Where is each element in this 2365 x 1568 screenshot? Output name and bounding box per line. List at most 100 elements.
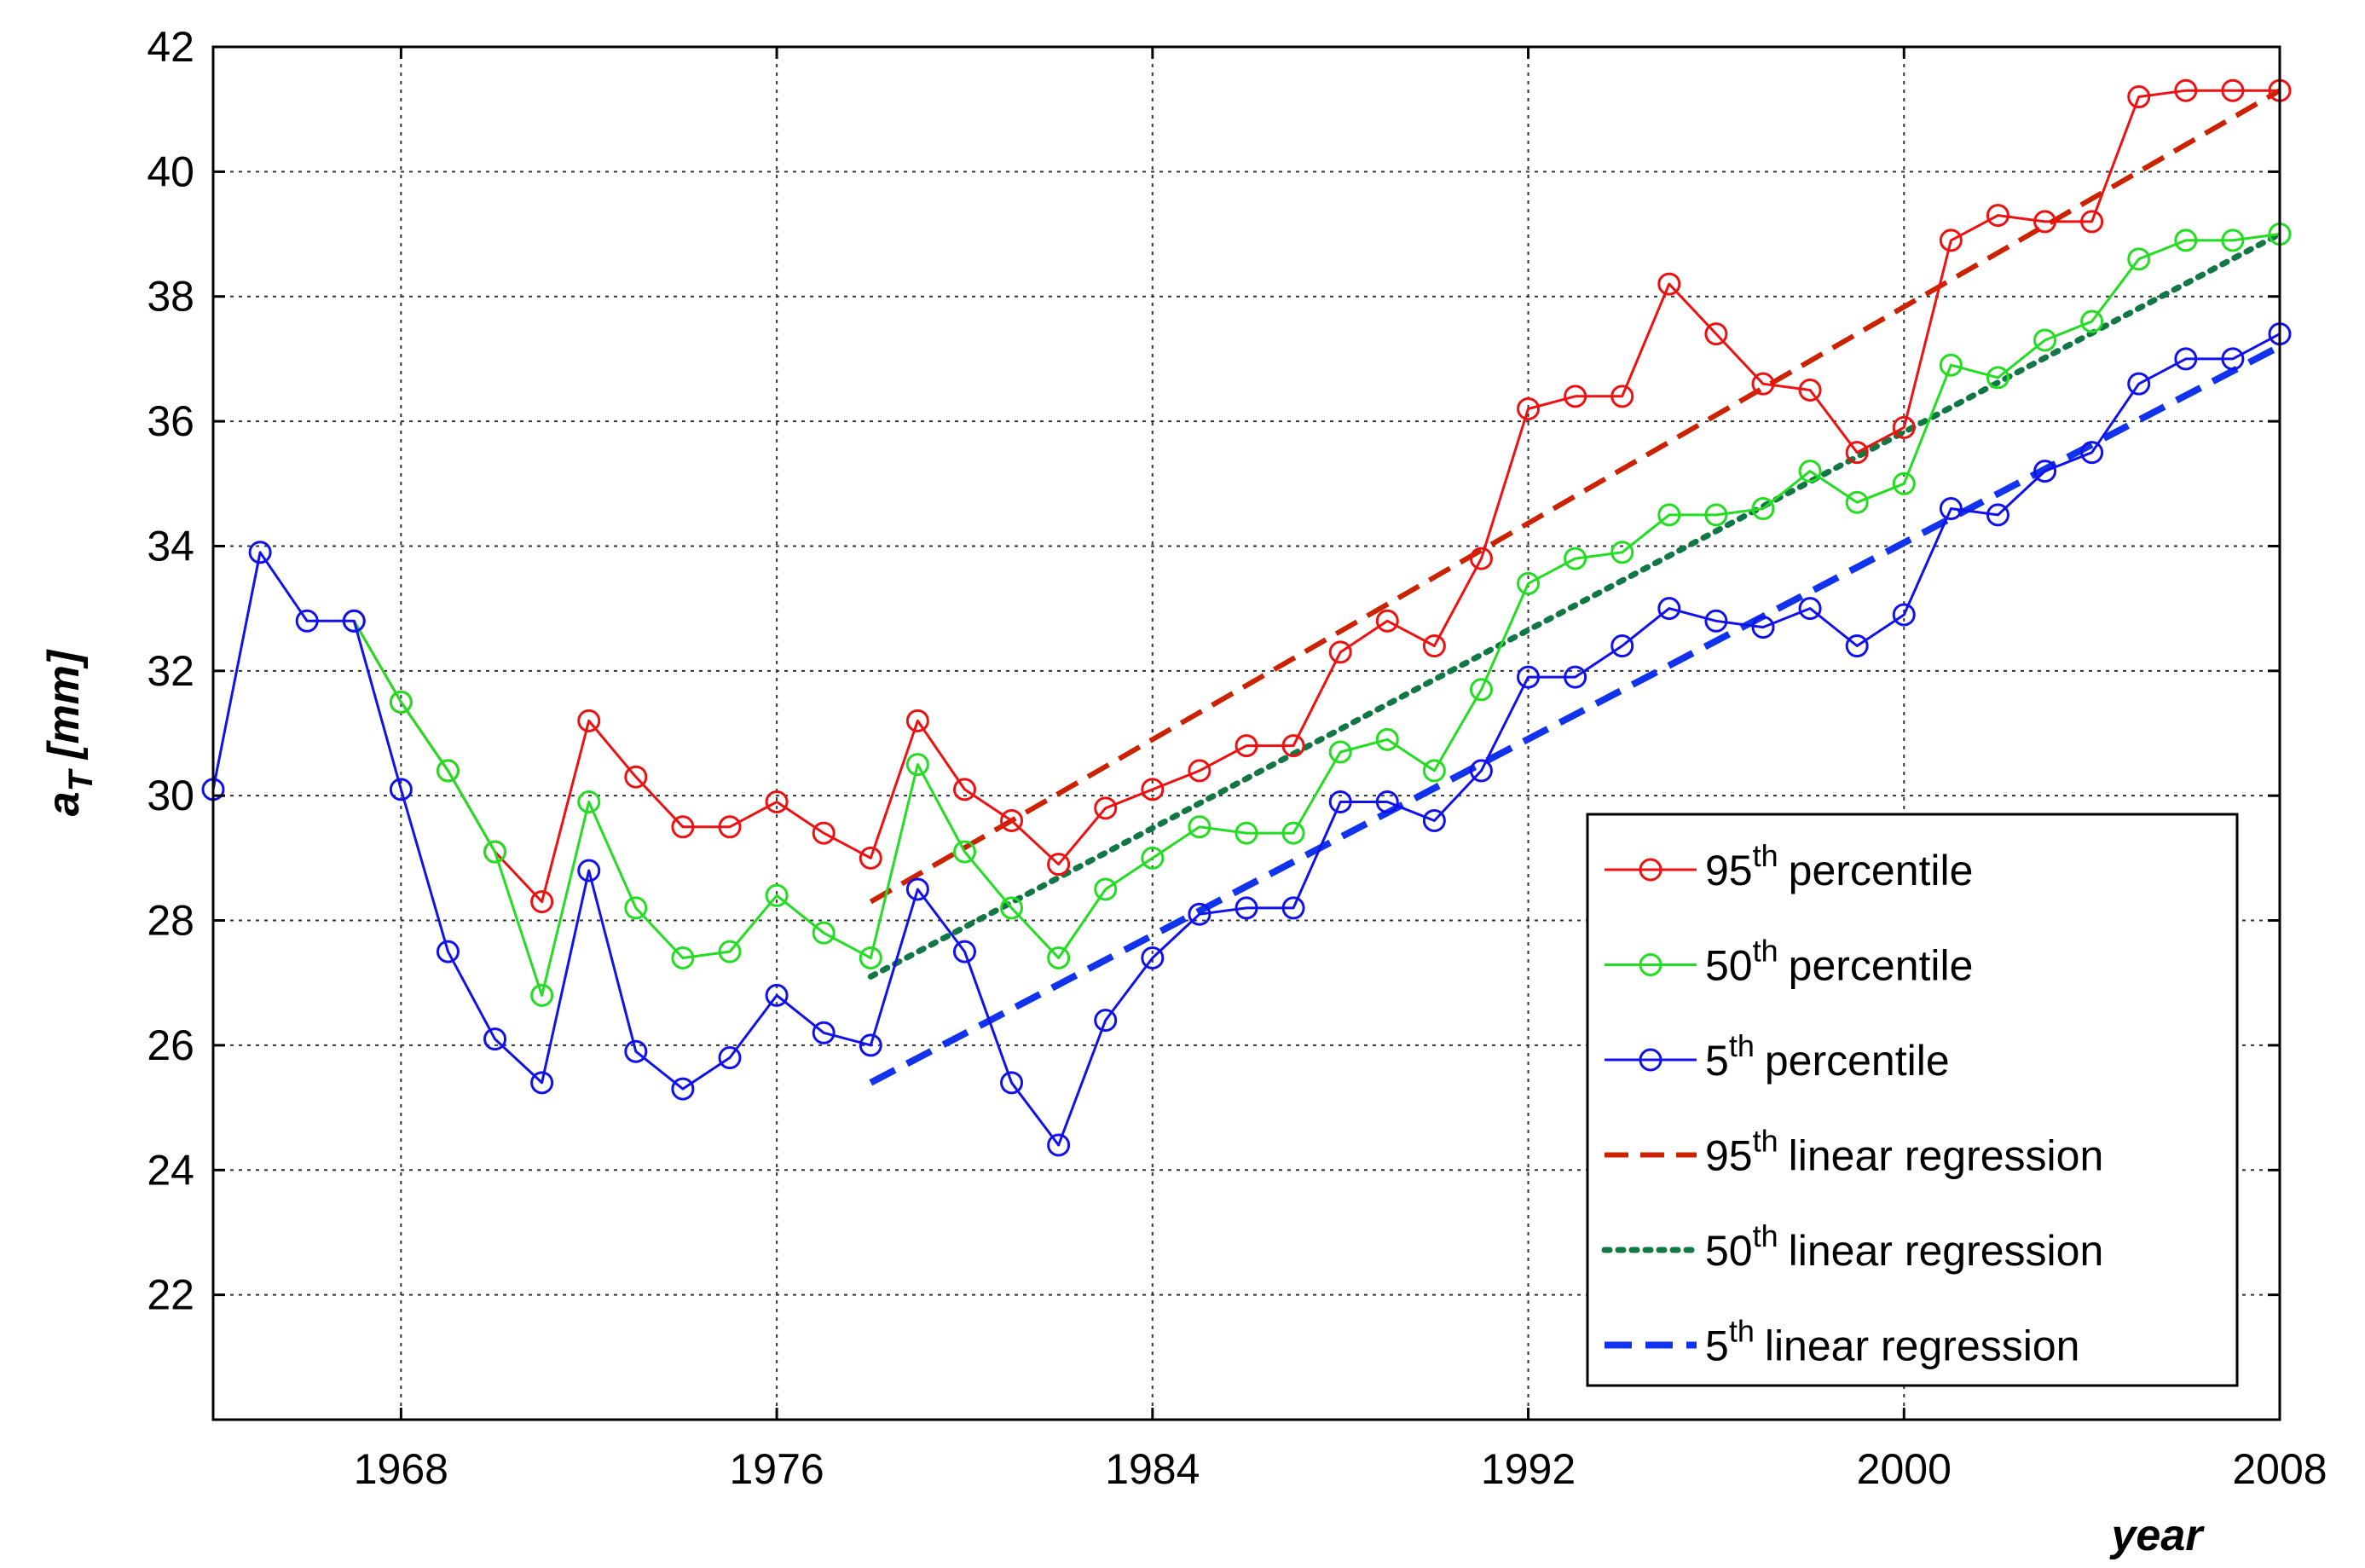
data-point [1469,678,1493,702]
data-point [1704,322,1728,346]
y-tick-label: 40 [147,148,194,195]
data-point [577,709,601,732]
data-point [1141,778,1165,801]
x-tick-label: 1976 [729,1445,824,1493]
data-point [765,883,789,907]
y-tick-label: 24 [147,1146,194,1194]
data-point [1235,734,1258,758]
data-point [1375,727,1399,751]
data-point [389,778,413,801]
x-tick-label: 1984 [1105,1445,1200,1493]
data-point [1047,1133,1071,1157]
data-point [1188,815,1211,839]
series-line [869,88,2281,905]
legend-entry: 50th percentile [1605,934,1973,990]
x-axis-title: year [2109,1511,2206,1560]
legend-label: 95th linear regression [1705,1124,2103,1180]
data-point [671,1077,695,1101]
data-point [1422,808,1446,832]
data-point [671,946,695,969]
data-point [1657,272,1681,296]
data-point [1094,877,1118,901]
data-point [1422,759,1446,783]
series-layer [201,78,2292,1157]
x-tick-label: 1968 [354,1445,448,1493]
data-point [2174,78,2198,102]
data-point [1235,821,1258,845]
series-5th-percentile [201,322,2292,1157]
x-tick-label: 2000 [1857,1445,1952,1493]
data-point [1798,379,1822,402]
data-point [1939,353,1963,377]
data-point [1845,441,1869,465]
data-point [577,859,601,882]
data-point [859,1033,882,1057]
legend-entry: 95th percentile [1605,838,1973,894]
data-point [1704,609,1728,633]
data-point [812,921,836,945]
data-point [765,983,789,1007]
data-point [1704,503,1728,527]
data-point [1094,1009,1118,1033]
data-point [1798,597,1822,621]
data-point [952,778,976,801]
legend-entry: 5th percentile [1605,1028,1950,1085]
data-point [1422,634,1446,658]
data-point [1751,497,1775,521]
legend: 95th percentile 50th percentile 5th percentil… [1586,813,2239,1387]
data-point [1986,503,2009,527]
data-point [530,1071,554,1095]
data-point [952,940,976,963]
data-point [1328,640,1352,664]
legend-entry: 95th linear regression [1605,1124,2103,1180]
plot-area-frame [211,45,2281,1421]
legend-label: 95th percentile [1705,838,1973,894]
axis-ticks: 1968 1976 1984 1992 2000 2008 22 24 26 28 30 32 34 36… [147,23,2327,1493]
data-point [812,1021,836,1044]
data-point [671,815,695,839]
data-point [1375,609,1399,633]
data-point [2033,210,2057,234]
data-point [1564,665,1587,689]
series-line [211,333,2281,1147]
data-point [530,983,554,1007]
y-tick-label: 38 [147,273,194,321]
data-point [624,765,648,789]
data-point [389,690,413,714]
legend-label: 5th percentile [1705,1028,1950,1085]
data-point [1517,396,1541,420]
data-point [2080,441,2104,465]
data-point [1751,372,1775,396]
data-point [1845,490,1869,514]
data-point [859,946,882,969]
data-point [1892,603,1916,627]
y-tick-label: 22 [147,1271,194,1319]
data-point [1751,616,1775,639]
data-point [624,896,648,920]
data-point [530,890,554,914]
data-point [1328,740,1352,764]
y-tick-label: 32 [147,647,194,695]
y-axis-title-unit: [mm] [39,649,89,761]
data-point [1986,204,2009,228]
data-point [1564,385,1587,408]
legend-box [1586,813,2239,1387]
data-point [2127,372,2151,396]
series-95th-linear-regression [869,88,2281,905]
y-tick-label: 36 [147,397,194,445]
data-point [1141,846,1165,870]
y-tick-label: 30 [147,772,194,819]
data-point [952,840,976,864]
data-point [2127,247,2151,271]
data-point [1000,896,1024,920]
series-line [867,231,2283,980]
data-point [1375,790,1399,813]
data-point [1188,759,1211,783]
data-point [1000,1071,1024,1095]
data-point [436,940,460,963]
data-point [436,759,460,783]
data-point [1517,665,1541,689]
data-point [718,1046,742,1070]
x-tick-label: 2008 [2232,1445,2327,1493]
